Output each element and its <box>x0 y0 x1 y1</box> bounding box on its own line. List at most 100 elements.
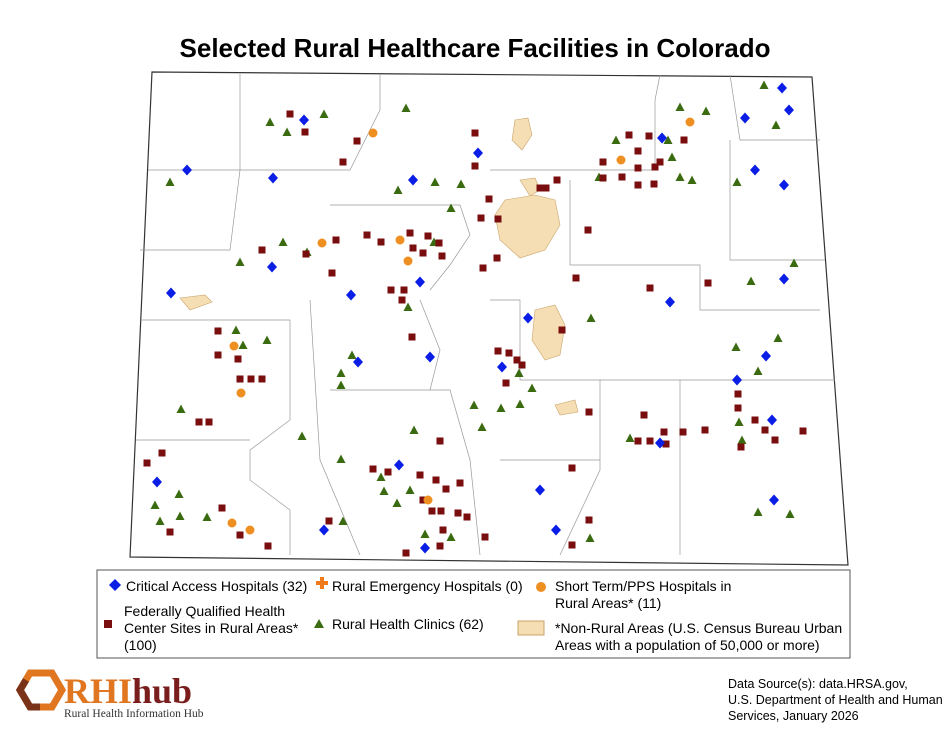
fqhc-site <box>438 252 446 260</box>
pps-hospital <box>616 155 626 165</box>
fqhc-site <box>599 174 607 182</box>
logo-subtitle: Rural Health Information Hub <box>64 708 204 720</box>
fqhc-site <box>463 513 471 521</box>
rural-health-clinic <box>773 333 783 342</box>
fqhc-site <box>302 250 310 258</box>
fqhc-site <box>505 349 513 357</box>
fqhc-site <box>485 195 493 203</box>
rural-health-clinic <box>515 399 525 408</box>
rural-health-clinic <box>347 350 357 359</box>
rural-health-clinic <box>262 335 272 344</box>
fqhc-site <box>751 416 759 424</box>
fqhc-site <box>166 528 174 536</box>
logo-text: RHIhub <box>64 671 192 711</box>
critical-access-hospital <box>535 484 545 496</box>
fqhc-site <box>419 249 427 257</box>
fqhc-site <box>646 284 654 292</box>
rural-health-clinic <box>401 103 411 112</box>
pps-hospital <box>423 495 433 505</box>
rural-health-clinic <box>446 203 456 212</box>
legend-icon-cah <box>109 579 121 591</box>
fqhc-site <box>332 236 340 244</box>
critical-access-hospital <box>267 261 277 273</box>
non-rural-areas <box>179 117 579 416</box>
critical-access-hospital <box>750 164 760 176</box>
fqhc-site <box>618 173 626 181</box>
fqhc-site <box>143 459 151 467</box>
rural-health-clinic <box>737 435 747 444</box>
fqhc-site <box>660 428 668 436</box>
critical-access-hospital <box>732 374 742 386</box>
fqhc-site <box>645 132 653 140</box>
fqhc-site <box>205 418 213 426</box>
rural-health-clinic <box>667 152 677 161</box>
fqhc-site <box>432 476 440 484</box>
rural-health-clinic <box>611 135 621 144</box>
critical-access-hospital <box>353 356 363 368</box>
rural-health-clinic <box>759 80 769 89</box>
fqhc-site <box>409 244 417 252</box>
critical-access-hospital <box>299 114 309 126</box>
fqhc-site <box>436 437 444 445</box>
rural-health-clinic <box>430 177 440 186</box>
fqhc-site <box>471 162 479 170</box>
fqhc-site <box>218 504 226 512</box>
fqhc-site <box>402 549 410 557</box>
legend-icon-urban <box>517 620 545 636</box>
rural-health-clinic <box>403 302 413 311</box>
rural-health-clinic <box>265 117 275 126</box>
critical-access-hospital <box>769 494 779 506</box>
source-line: U.S. Department of Health and Human <box>728 693 943 707</box>
rural-health-clinic <box>527 383 537 392</box>
fqhc-site <box>481 533 489 541</box>
fqhc-site <box>650 180 658 188</box>
fqhc-site <box>701 426 709 434</box>
pps-hospital <box>236 388 246 398</box>
fqhc-site <box>456 479 464 487</box>
pps-hospital <box>403 256 413 266</box>
rural-health-clinic <box>663 135 673 144</box>
fqhc-site <box>454 509 462 517</box>
critical-access-hospital <box>779 273 789 285</box>
critical-access-hospital <box>779 179 789 191</box>
fqhc-site <box>771 436 779 444</box>
fqhc-site <box>585 516 593 524</box>
state-outline <box>129 71 849 566</box>
critical-access-hospital <box>415 276 425 288</box>
logo-name: RHIhub <box>64 670 192 712</box>
critical-access-hospital <box>767 414 777 426</box>
rural-health-clinic <box>174 489 184 498</box>
rural-health-clinic <box>675 172 685 181</box>
fqhc-site <box>634 437 642 445</box>
critical-access-hospital <box>394 459 404 471</box>
rural-health-clinic <box>753 507 763 516</box>
fqhc-site <box>258 375 266 383</box>
critical-access-hospital <box>497 361 507 373</box>
fqhc-site <box>553 176 561 184</box>
pps-hospital <box>245 525 255 535</box>
rural-health-clinic <box>496 403 506 412</box>
fqhc-site <box>419 496 427 504</box>
rural-health-clinic <box>409 425 419 434</box>
legend-label: Critical Access Hospitals (32) <box>126 578 308 594</box>
legend-icon-rhc <box>314 619 324 628</box>
fqhc-site <box>477 214 485 222</box>
rural-health-clinic <box>155 516 165 525</box>
county-lines <box>136 74 835 556</box>
fqhc-site <box>656 158 664 166</box>
critical-access-hospital <box>425 351 435 363</box>
rural-health-clinic <box>753 366 763 375</box>
fqhc-site <box>214 327 222 335</box>
rural-health-clinic <box>477 422 487 431</box>
pps-hospital <box>685 117 695 127</box>
fqhc-site <box>599 158 607 166</box>
fqhc-site <box>339 158 347 166</box>
fqhc-site <box>680 136 688 144</box>
fqhc-site <box>634 181 642 189</box>
critical-access-hospital <box>408 174 418 186</box>
fqhc-site <box>406 229 414 237</box>
fqhc-site <box>737 443 745 451</box>
rural-health-clinic <box>785 509 795 518</box>
facility-markers <box>143 80 807 557</box>
